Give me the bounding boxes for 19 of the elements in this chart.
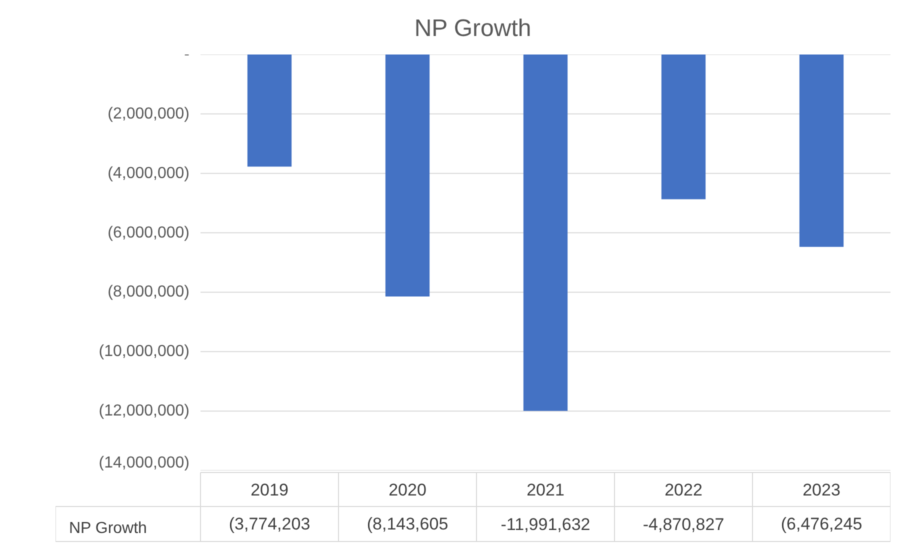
x-tick-label: 2022 — [664, 480, 702, 500]
y-tick-label: (6,000,000) — [108, 224, 190, 242]
y-tick-label: (8,000,000) — [108, 284, 190, 301]
data-label: -4,870,827 — [642, 515, 724, 534]
y-tick-label: (10,000,000) — [98, 343, 190, 360]
data-label: (3,774,203 — [228, 514, 310, 534]
chart-title: NP Growth — [414, 15, 532, 42]
y-tick-label: (12,000,000) — [98, 402, 190, 420]
y-tick-label: (2,000,000) — [108, 105, 190, 122]
text: NP Growth — [69, 519, 147, 539]
data-label: -11,991,632 — [500, 515, 590, 534]
x-tick-label: 2019 — [250, 480, 288, 500]
data-label: (8,143,605 — [366, 514, 448, 534]
x-tick-label: 2021 — [526, 480, 564, 500]
x-tick-label: 2023 — [802, 480, 840, 500]
x-tick-label: 2020 — [388, 480, 426, 500]
y-tick-label: (14,000,000) — [98, 454, 190, 472]
data-label: (6,476,245 — [780, 514, 862, 534]
y-tick-label: (4,000,000) — [108, 164, 190, 182]
